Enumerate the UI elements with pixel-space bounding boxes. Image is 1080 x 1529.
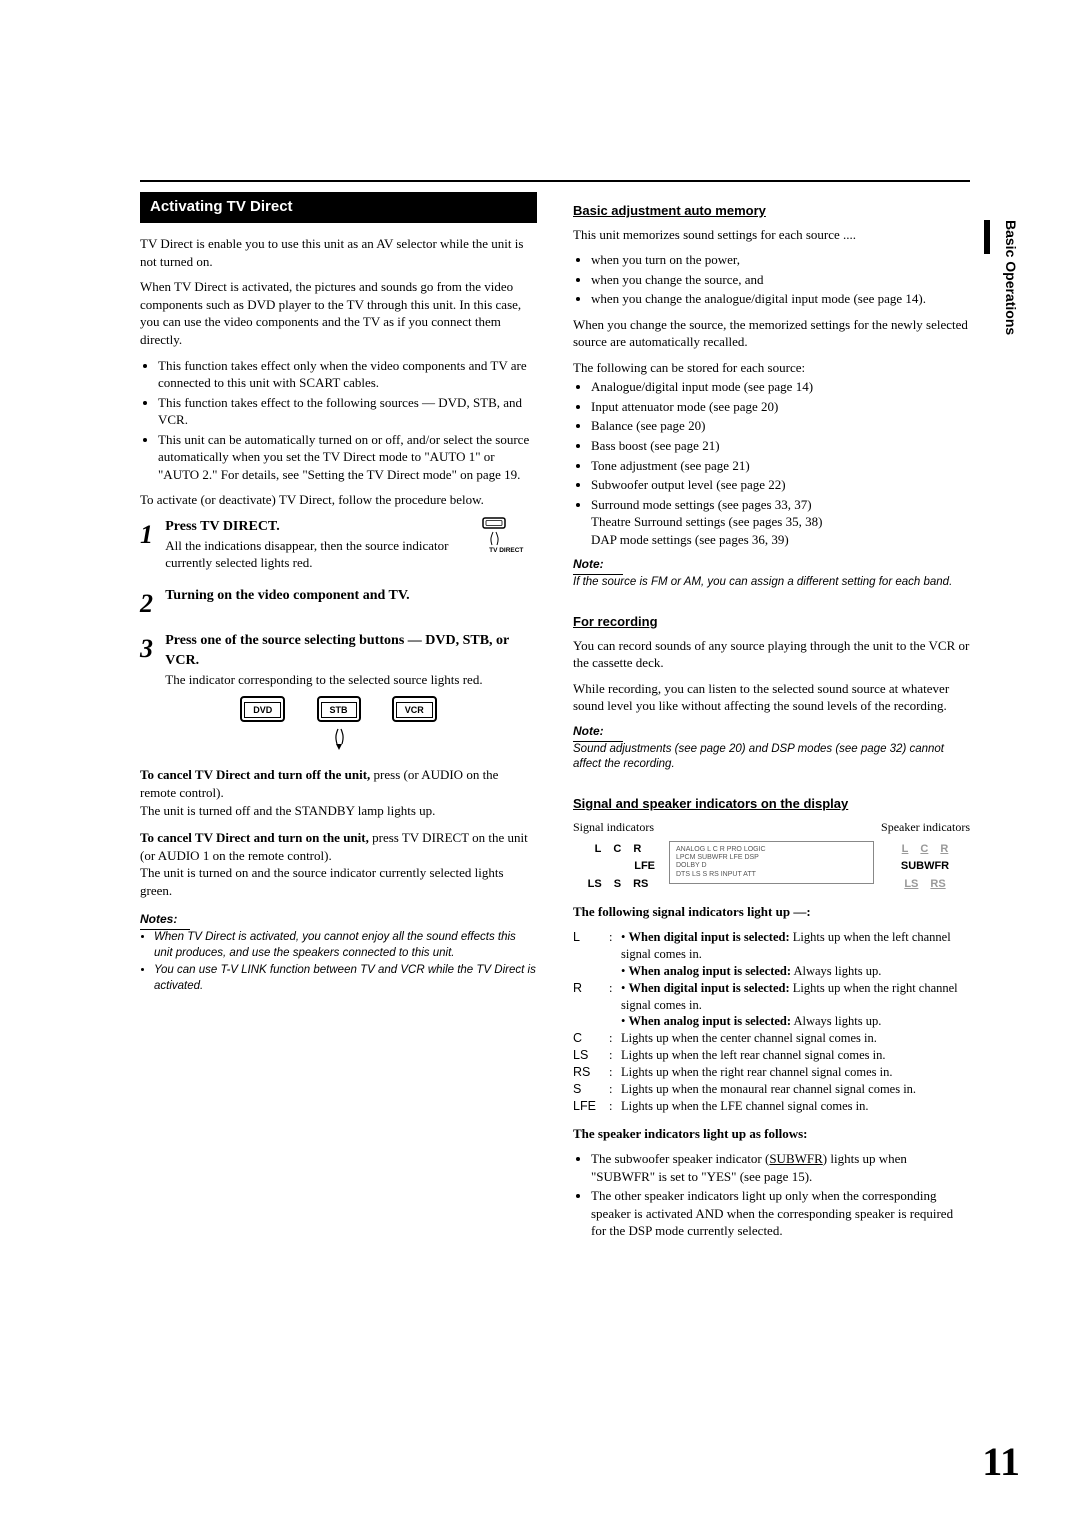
body-text: While recording, you can listen to the s… [573,680,970,715]
note-block: Note: If the source is FM or AM, you can… [573,556,970,591]
note-block: Note: Sound adjustments (see page 20) an… [573,723,970,773]
bullet-item: when you change the analogue/digital inp… [591,290,970,308]
stb-button: STB [317,696,361,722]
note-body: Sound adjustments (see page 20) and DSP … [573,742,970,773]
dvd-button: DVD [240,696,285,722]
step-number: 3 [140,631,162,666]
body-text: The following can be stored for each sou… [573,359,970,377]
bullet-item: Analogue/digital input mode (see page 14… [591,378,970,396]
bullet-item: Tone adjustment (see page 21) [591,457,970,475]
stored-list: Analogue/digital input mode (see page 14… [573,378,970,548]
bullet-item: The subwoofer speaker indicator (SUBWFR)… [591,1150,970,1185]
bullet-item: Bass boost (see page 21) [591,437,970,455]
cancel-off-text: To cancel TV Direct and turn off the uni… [140,766,537,819]
bullet-item: The other speaker indicators light up on… [591,1187,970,1240]
signal-indicators-label: Signal indicators [573,819,654,835]
body-text: When TV Direct is activated, the picture… [140,278,537,348]
step-heading: Press TV DIRECT. [165,519,279,534]
section-title-bar: Activating TV Direct [140,192,537,223]
bullet-item: This unit can be automatically turned on… [158,431,537,484]
feature-bullets: This function takes effect only when the… [140,357,537,484]
bullet-item: This function takes effect only when the… [158,357,537,392]
notes-block: Notes: When TV Direct is activated, you … [140,911,537,994]
step-body-text: All the indications disappear, then the … [165,538,448,571]
step-3: 3 Press one of the source selecting butt… [140,631,537,688]
source-button-row: DVD STB VCR [140,696,537,722]
subsection-heading: Signal and speaker indicators on the dis… [573,795,970,813]
two-column-layout: Activating TV Direct TV Direct is enable… [140,192,970,1248]
bullet-item: when you change the source, and [591,271,970,289]
body-text: This unit memorizes sound settings for e… [573,226,970,244]
body-text: You can record sounds of any source play… [573,637,970,672]
display-panel: ANALOG L C R PRO LOGIC LPCM SUBWFR LFE D… [669,841,874,885]
step-heading: Press one of the source selecting button… [165,633,509,668]
tab-accent-bar [984,220,990,254]
top-rule [140,180,970,182]
bullet-item: Balance (see page 20) [591,417,970,435]
body-text: When you change the source, the memorize… [573,316,970,351]
section-tab: Basic Operations [1001,220,1020,335]
step-1: 1 TV DIRECT Press TV DIRECT. All the ind… [140,517,537,572]
note-heading: Note: [573,723,970,739]
bullet-item: Surround mode settings (see pages 33, 37… [591,496,970,549]
cancel-on-text: To cancel TV Direct and turn on the unit… [140,829,537,899]
body-text: To activate (or deactivate) TV Direct, f… [140,491,537,509]
note-item: When TV Direct is activated, you cannot … [154,930,537,961]
manual-page: Basic Operations Activating TV Direct TV… [0,0,1080,1529]
page-number: 11 [982,1435,1020,1489]
signal-list: L:• When digital input is selected: Ligh… [573,929,970,1115]
bullet-item: when you turn on the power, [591,251,970,269]
bullet-item: This function takes effect to the follow… [158,394,537,429]
step-number: 2 [140,586,162,621]
indicator-diagram: LCR LFE LSSRS ANALOG L C R PRO LOGIC LPC… [573,841,970,894]
tv-direct-icon: TV DIRECT [476,517,536,556]
notes-list: When TV Direct is activated, you cannot … [140,930,537,994]
speaker-list: The subwoofer speaker indicator (SUBWFR)… [573,1150,970,1240]
step-body-text: The indicator corresponding to the selec… [165,672,482,687]
icon-label: TV DIRECT [476,547,536,556]
vcr-button: VCR [392,696,437,722]
right-column: Basic adjustment auto memory This unit m… [573,192,970,1248]
signal-indicator-block: LCR LFE LSSRS [573,841,663,894]
speaker-indicator-block: LCR SUBWFR LSRS [880,841,970,894]
note-heading: Note: [573,556,970,572]
speaker-list-heading: The speaker indicators light up as follo… [573,1125,970,1143]
indicator-labels: Signal indicators Speaker indicators [573,819,970,835]
notes-heading: Notes: [140,911,537,927]
bullet-item: Input attenuator mode (see page 20) [591,398,970,416]
speaker-indicators-label: Speaker indicators [881,819,970,835]
note-item: You can use T-V LINK function between TV… [154,963,537,994]
left-column: Activating TV Direct TV Direct is enable… [140,192,537,1248]
subsection-heading: Basic adjustment auto memory [573,202,970,220]
body-text: TV Direct is enable you to use this unit… [140,235,537,270]
step-heading: Turning on the video component and TV. [165,588,409,603]
step-2: 2 Turning on the video component and TV. [140,586,537,621]
note-body: If the source is FM or AM, you can assig… [573,575,970,591]
step-number: 1 [140,517,162,552]
when-list: when you turn on the power, when you cha… [573,251,970,308]
pointer-icon [140,726,537,757]
signal-list-heading: The following signal indicators light up… [573,903,970,921]
subsection-heading: For recording [573,613,970,631]
bullet-item: Subwoofer output level (see page 22) [591,476,970,494]
